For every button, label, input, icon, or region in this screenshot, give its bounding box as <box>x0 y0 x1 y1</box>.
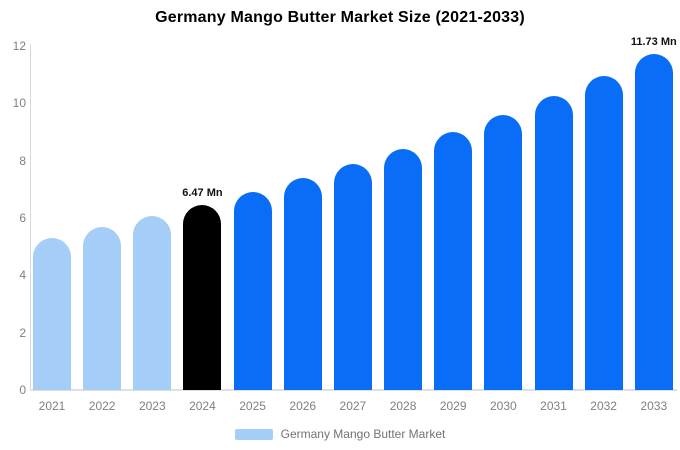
value-label-2024: 6.47 Mn <box>182 186 223 199</box>
y-tick-label: 6 <box>19 211 26 225</box>
value-label-2033: 11.73 Mn <box>630 35 677 48</box>
bar-2024 <box>183 204 222 390</box>
legend-swatch <box>234 428 273 440</box>
bar-2029 <box>434 132 473 390</box>
y-tick-label: 8 <box>19 153 26 168</box>
y-tick-label: 4 <box>19 268 26 283</box>
bar-2028 <box>384 148 423 390</box>
y-tick-label: 2 <box>19 325 26 340</box>
x-axis-label-2025: 2025 <box>239 399 266 413</box>
y-tick-label: 10 <box>12 96 26 111</box>
x-axis-label-2023: 2023 <box>138 399 166 413</box>
x-axis-label-2030: 2030 <box>489 399 517 413</box>
y-axis-line <box>30 44 31 390</box>
x-axis-label-2032: 2032 <box>590 399 617 413</box>
legend: Germany Mango Butter Market <box>0 427 680 441</box>
bar-2026 <box>283 178 322 390</box>
x-axis-label-2027: 2027 <box>339 399 367 413</box>
y-tick-label: 0 <box>19 383 26 397</box>
bar-2027 <box>333 164 372 390</box>
x-axis-label-2026: 2026 <box>289 399 317 413</box>
bar-2030 <box>484 114 523 390</box>
x-axis-label-2033: 2033 <box>640 399 668 413</box>
x-axis-line <box>30 389 677 391</box>
bar-2032 <box>584 75 623 390</box>
x-axis-label-2021: 2021 <box>38 399 66 413</box>
x-axis-label-2031: 2031 <box>540 399 567 413</box>
bar-2031 <box>534 95 573 390</box>
bar-2033 <box>634 53 673 390</box>
chart-title: Germany Mango Butter Market Size (2021-2… <box>155 9 525 26</box>
bar-2023 <box>133 216 172 390</box>
x-axis-label-2029: 2029 <box>439 399 467 413</box>
bar-2025 <box>233 191 272 390</box>
legend-label: Germany Mango Butter Market <box>280 427 446 441</box>
y-tick-label: 12 <box>12 39 26 53</box>
bar-2021 <box>33 237 71 390</box>
x-axis-label-2024: 2024 <box>189 399 216 413</box>
x-axis-label-2028: 2028 <box>389 399 417 413</box>
x-axis-label-2022: 2022 <box>88 399 116 413</box>
bar-2022 <box>83 227 122 390</box>
